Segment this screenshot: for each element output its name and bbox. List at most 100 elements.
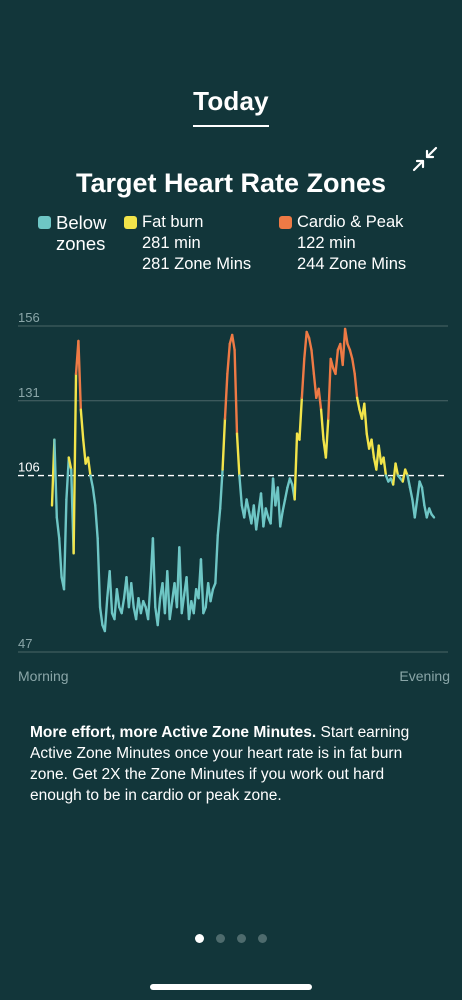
heart-rate-segment xyxy=(298,396,304,441)
heart-rate-segment xyxy=(245,498,251,513)
heart-rate-segment xyxy=(209,587,215,603)
heart-rate-segment xyxy=(226,342,231,376)
legend-name-fat-burn: Fat burn xyxy=(142,213,204,231)
heart-rate-segment xyxy=(406,474,412,489)
legend-swatch-fat-burn xyxy=(124,216,137,229)
heart-rate-segment xyxy=(94,504,99,540)
legend-swatch-below xyxy=(38,216,51,229)
heart-rate-segment xyxy=(327,357,332,420)
heart-rate-segment xyxy=(156,596,162,627)
heart-rate-segment xyxy=(281,498,287,513)
legend-zone-mins-cardio-peak: 244 Zone Mins xyxy=(297,255,407,273)
heart-rate-segment xyxy=(370,438,376,459)
legend-name-below: Below xyxy=(56,212,107,233)
heart-rate-segment xyxy=(91,486,97,507)
heart-rate-segment xyxy=(319,408,325,441)
legend-item-cardio-peak: Cardio & Peak 122 min 244 Zone Mins xyxy=(279,212,407,275)
heart-rate-chart: 156 131 106 47 xyxy=(18,310,448,653)
header: Today xyxy=(0,86,462,127)
heart-rate-segment xyxy=(420,486,426,507)
y-tick-label-47: 47 xyxy=(18,636,32,651)
legend-item-below: Below zones xyxy=(38,212,107,254)
heart-rate-segment xyxy=(348,348,354,361)
heart-rate-segment xyxy=(62,498,68,591)
heart-rate-segment xyxy=(310,348,316,376)
heart-rate-segment xyxy=(178,546,183,615)
legend-minutes-cardio-peak: 122 min xyxy=(297,234,356,252)
heart-rate-segment xyxy=(82,438,87,465)
collapse-arrows-icon[interactable] xyxy=(410,144,440,174)
heart-rate-segment xyxy=(230,333,236,352)
heart-rate-segment xyxy=(55,516,61,540)
legend-name-cardio-peak: Cardio & Peak xyxy=(297,213,404,231)
heart-rate-segment xyxy=(255,510,260,531)
heart-rate-segment xyxy=(53,438,59,519)
heart-rate-segment xyxy=(353,372,359,399)
heart-rate-segment xyxy=(334,348,340,376)
heart-rate-segment xyxy=(146,582,152,621)
heart-rate-segment xyxy=(221,417,227,471)
heart-rate-segment xyxy=(192,587,198,615)
info-body-text: Start earning Active Zone Minutes once y… xyxy=(30,724,410,804)
legend-minutes-fat-burn: 281 min xyxy=(142,234,201,252)
heart-rate-segment xyxy=(238,474,243,507)
heart-rate-segment xyxy=(180,593,186,615)
heart-rate-segment xyxy=(89,474,95,489)
heart-rate-segment xyxy=(86,456,92,477)
home-indicator[interactable] xyxy=(150,984,312,990)
legend-zone-mins-fat-burn: 281 Zone Mins xyxy=(142,255,252,273)
heart-rate-segment xyxy=(168,599,174,621)
heart-rate-segment xyxy=(264,507,270,519)
heart-rate-segment xyxy=(415,480,421,501)
heart-rate-segment xyxy=(377,444,383,465)
heart-rate-segment xyxy=(343,327,349,346)
x-label-evening: Evening xyxy=(399,668,450,684)
heart-rate-segment xyxy=(394,462,400,477)
heart-rate-segment xyxy=(108,570,114,615)
page-dot[interactable] xyxy=(237,934,246,943)
heart-rate-segment xyxy=(382,456,388,477)
heart-rate-segment xyxy=(96,537,102,609)
today-tab[interactable]: Today xyxy=(193,86,269,127)
chart-legend: Below zones Fat burn 281 min 281 Zone Mi… xyxy=(0,212,462,282)
heart-rate-segment xyxy=(293,432,299,501)
heart-rate-segment xyxy=(303,330,308,361)
heart-rate-segment xyxy=(77,339,83,411)
heart-rate-segment xyxy=(223,372,229,420)
legend-swatch-cardio-peak xyxy=(279,216,292,229)
heart-rate-segment xyxy=(276,486,282,528)
heart-rate-segment xyxy=(233,348,239,435)
heart-rate-segment xyxy=(351,357,356,376)
heart-rate-segment xyxy=(79,408,85,441)
heart-rate-segment xyxy=(58,537,63,579)
heart-rate-segment xyxy=(115,587,121,609)
y-tick-label-156: 156 xyxy=(18,310,40,325)
heart-rate-segment xyxy=(67,456,73,471)
page-dot[interactable] xyxy=(195,934,204,943)
info-text: More effort, more Active Zone Minutes. S… xyxy=(30,722,440,806)
heart-rate-segment xyxy=(235,432,241,477)
heart-rate-segment xyxy=(329,357,335,370)
heart-rate-segment xyxy=(151,537,157,609)
y-tick-label-131: 131 xyxy=(18,385,40,400)
heart-rate-segment xyxy=(218,468,224,510)
heart-rate-segment xyxy=(312,372,318,399)
heart-rate-segment xyxy=(283,486,289,501)
heart-rate-segment xyxy=(65,456,71,501)
chart-title: Target Heart Rate Zones xyxy=(75,168,387,198)
heart-rate-segment xyxy=(216,507,222,537)
heart-rate-segment xyxy=(98,605,104,627)
info-bold-text: More effort, more Active Zone Minutes. xyxy=(30,724,317,741)
heart-rate-segment xyxy=(408,486,414,501)
page-dot[interactable] xyxy=(216,934,225,943)
heart-rate-segment xyxy=(166,570,171,621)
heart-rate-segment xyxy=(279,510,284,528)
y-tick-label-106: 106 xyxy=(18,460,40,475)
heart-rate-segment xyxy=(355,396,361,411)
heart-rate-segment xyxy=(199,558,205,615)
legend-name-below-2: zones xyxy=(56,233,106,254)
x-label-morning: Morning xyxy=(18,668,69,684)
heart-rate-segment xyxy=(300,357,306,399)
page-dot[interactable] xyxy=(258,934,267,943)
heart-rate-segment xyxy=(130,582,135,609)
